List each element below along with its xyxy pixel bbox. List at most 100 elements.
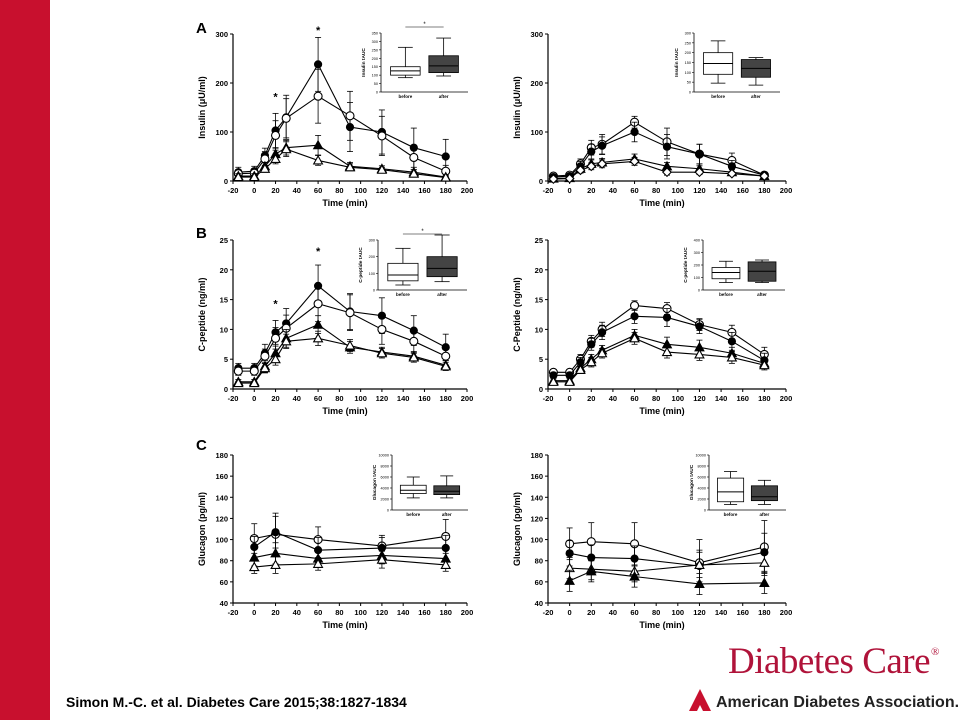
inset-y-tick-label: 300 — [685, 32, 691, 36]
data-point-8 — [694, 348, 705, 359]
inset-y-tick-label: 0 — [387, 509, 389, 513]
x-tick-label: 200 — [461, 186, 474, 195]
series-4 — [232, 330, 452, 388]
x-tick-label: 80 — [335, 394, 343, 403]
data-point-7 — [662, 313, 672, 322]
x-tick-label: 60 — [314, 608, 322, 617]
x-tick-label: 80 — [652, 608, 660, 617]
series-line — [553, 304, 765, 373]
inset-y-tick-label: 300 — [372, 40, 378, 44]
inset-y-tick-label: 300 — [369, 239, 375, 243]
inset-category-label: before — [719, 292, 733, 297]
data-point-4 — [587, 340, 596, 349]
data-point-6 — [312, 139, 324, 150]
y-tick-label: 80 — [220, 557, 228, 566]
y-tick-label: 200 — [530, 79, 543, 88]
series-1 — [249, 512, 451, 557]
series-line — [238, 148, 446, 179]
x-tick-label: 0 — [252, 608, 256, 617]
x-tick-label: 160 — [418, 608, 431, 617]
journal-name: Diabetes Care — [728, 641, 931, 682]
x-axis-label: Time (min) — [639, 406, 684, 416]
inset-y-tick-label: 4000 — [698, 487, 706, 491]
x-axis-label: Time (min) — [322, 406, 367, 416]
data-point-2 — [248, 171, 260, 182]
x-tick-label: 80 — [335, 186, 343, 195]
inset-y-tick-label: 200 — [685, 51, 691, 55]
x-tick-label: 120 — [693, 608, 706, 617]
data-point-7 — [661, 346, 673, 357]
y-axis-label: Insulin (μU/ml) — [197, 76, 207, 139]
x-tick-label: 100 — [354, 186, 367, 195]
data-point-3 — [629, 571, 640, 581]
x-tick-label: 40 — [293, 608, 301, 617]
y-tick-label: 140 — [215, 493, 228, 502]
x-tick-label: 200 — [780, 186, 793, 195]
y-tick-label: 25 — [220, 236, 228, 245]
y-tick-label: 40 — [220, 599, 228, 608]
data-point-6 — [629, 156, 640, 167]
data-point-6 — [313, 299, 323, 309]
x-tick-label: 180 — [758, 186, 771, 195]
data-point-5 — [597, 158, 608, 169]
data-point-10 — [759, 171, 770, 182]
significance-star: * — [273, 299, 278, 311]
data-point-1 — [232, 377, 244, 388]
series-line — [238, 144, 446, 178]
data-point-5 — [440, 559, 452, 570]
x-tick-label: 200 — [780, 394, 793, 403]
series-2 — [250, 515, 450, 564]
x-tick-label: 200 — [780, 608, 793, 617]
journal-registered-mark: ® — [931, 646, 939, 658]
series-line — [238, 285, 446, 369]
x-tick-label: 180 — [439, 186, 452, 195]
y-tick-label: 0 — [224, 385, 228, 394]
y-axis-label: C-peptide (ng/ml) — [197, 278, 207, 352]
inset-y-tick-label: 100 — [372, 74, 378, 78]
data-point-9 — [409, 152, 419, 163]
inset-y-tick-label: 200 — [694, 264, 700, 268]
series-line — [553, 131, 765, 178]
x-tick-label: -20 — [543, 394, 554, 403]
data-point-4 — [585, 356, 597, 367]
data-point-4 — [586, 161, 597, 172]
data-point-4 — [270, 353, 281, 364]
inset-category-label: before — [711, 94, 725, 99]
data-point-7 — [662, 142, 672, 151]
data-point-2 — [271, 528, 280, 537]
inset-y-label: Insulin tAUC — [361, 48, 367, 77]
chart-B-left: -20 0 20 40 60 80 100 120 140 160 180 2000510152025… — [196, 225, 473, 416]
x-tick-label: 120 — [376, 394, 389, 403]
data-point-9 — [408, 168, 420, 178]
x-tick-label: 40 — [609, 394, 617, 403]
x-axis-label: Time (min) — [639, 620, 684, 630]
x-tick-label: 140 — [715, 186, 728, 195]
y-tick-label: 10 — [220, 325, 228, 334]
inset-y-label: Insulin tAUC — [674, 48, 680, 77]
citation: Simon M.-C. et al. Diabetes Care 2015;38… — [66, 694, 407, 710]
inset-category-label: before — [396, 292, 410, 297]
organization-mark: . — [954, 694, 960, 711]
series-line — [553, 121, 765, 177]
series-2 — [233, 68, 451, 179]
y-tick-label: 20 — [535, 266, 543, 275]
inset-y-tick-label: 8000 — [381, 465, 389, 469]
series-line — [569, 570, 765, 585]
x-tick-label: 120 — [376, 186, 389, 195]
data-point-9 — [727, 337, 737, 346]
data-point-5 — [597, 328, 607, 337]
data-point-6 — [312, 332, 324, 343]
x-tick-label: 40 — [293, 394, 301, 403]
series-line — [553, 315, 765, 376]
inset-y-label: Glucagon tAUC — [689, 464, 695, 500]
x-tick-label: 100 — [672, 394, 685, 403]
box-after — [750, 485, 778, 502]
y-tick-label: 180 — [215, 451, 228, 460]
y-tick-label: 100 — [530, 536, 543, 545]
series-line — [569, 562, 765, 572]
data-point-4 — [270, 333, 281, 343]
data-point-8 — [377, 324, 387, 334]
inset-category-label: before — [406, 512, 420, 517]
inset-y-tick-label: 200 — [372, 57, 378, 61]
data-point-6 — [312, 319, 324, 329]
